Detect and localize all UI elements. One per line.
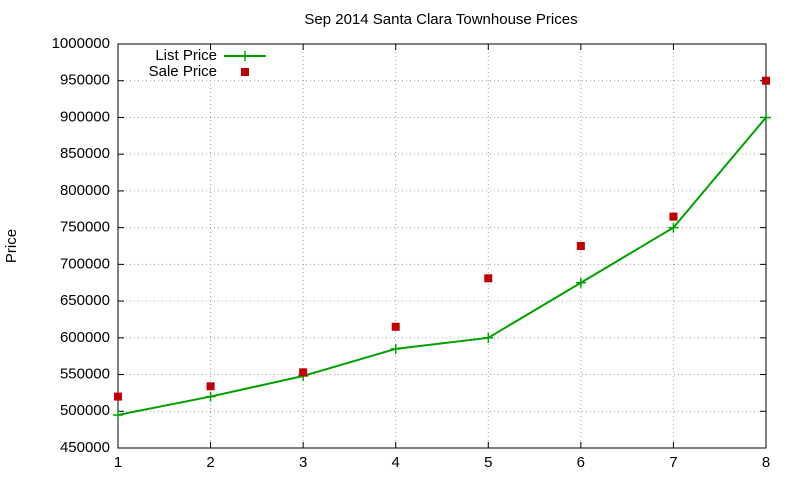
data-point [576,242,585,250]
data-point [113,409,123,420]
data-point [390,343,401,354]
y-tick-label: 700000 [60,255,110,272]
y-tick-label: 1000000 [52,35,110,52]
y-tick-label: 900000 [60,108,110,125]
x-tick-label: 3 [299,454,307,471]
y-tick-label: 450000 [60,439,110,456]
series-line [117,116,767,416]
data-point [668,222,679,233]
chart-title: Sep 2014 Santa Clara Townhouse Prices [304,11,577,28]
data-point [575,277,586,288]
y-tick-label: 850000 [60,145,110,162]
y-tick-label: 650000 [60,292,110,309]
x-tick-label: 1 [114,454,122,471]
data-point [762,76,770,85]
data-point [669,212,678,221]
data-point [391,322,400,331]
data-point [114,392,122,401]
y-tick-label: 750000 [60,219,110,236]
plot-border [117,43,767,449]
x-tick-label: 5 [484,454,492,471]
data-point [206,382,215,391]
x-tick-label: 6 [577,454,585,471]
y-axis-label: Price [3,229,20,263]
x-tick-label: 8 [762,454,770,471]
data-point [484,274,493,283]
legend-label: List Price [155,47,217,64]
x-tick-label: 4 [392,454,400,471]
data-point [761,112,771,123]
legend-marker [241,68,249,76]
x-tick-label: 7 [669,454,677,471]
y-tick-label: 950000 [60,72,110,89]
data-point [205,391,216,402]
legend-label: Sale Price [149,63,217,80]
y-tick-label: 500000 [60,402,110,419]
data-point [483,332,494,343]
y-tick-label: 600000 [60,329,110,346]
data-point [299,368,308,377]
y-tick-label: 800000 [60,182,110,199]
y-tick-label: 550000 [60,366,110,383]
x-tick-label: 2 [206,454,214,471]
legend-marker [240,51,250,61]
